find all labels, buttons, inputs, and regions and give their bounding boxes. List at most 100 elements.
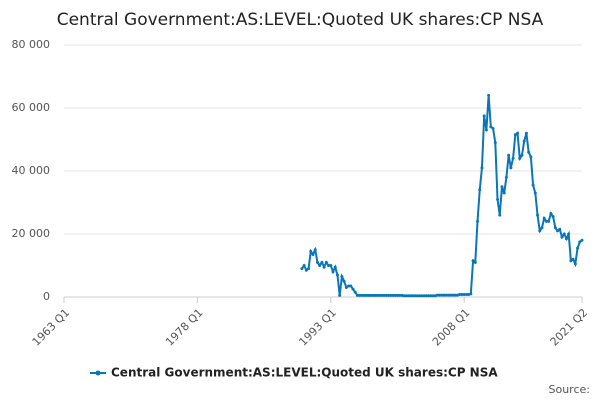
data-point [351, 287, 355, 291]
data-point [489, 125, 493, 129]
data-point [518, 156, 522, 160]
data-point [400, 293, 404, 297]
data-point [524, 131, 528, 135]
data-point [453, 293, 457, 297]
data-point [549, 212, 553, 216]
data-point [536, 213, 540, 217]
data-point [402, 294, 406, 298]
data-point [418, 294, 422, 298]
data-point [551, 215, 555, 219]
x-tick-label: 2021 Q2 [548, 306, 591, 349]
data-point [440, 293, 444, 297]
data-point [344, 286, 348, 290]
data-point [451, 293, 455, 297]
data-point [496, 197, 500, 201]
data-point [364, 293, 368, 297]
data-point [542, 216, 546, 220]
data-point [460, 292, 464, 296]
data-point [509, 166, 513, 170]
y-tick-label: 60 000 [12, 101, 51, 114]
data-point [438, 293, 442, 297]
legend-marker [95, 370, 101, 376]
data-point [476, 219, 480, 223]
data-point [504, 175, 508, 179]
data-point [367, 293, 371, 297]
source: Source: [549, 383, 591, 396]
data-point [449, 293, 453, 297]
data-point [531, 183, 535, 187]
data-point [511, 156, 515, 160]
data-point [502, 191, 506, 195]
data-point [391, 293, 395, 297]
data-point [380, 293, 384, 297]
chart-title: Central Government:AS:LEVEL:Quoted UK sh… [57, 10, 544, 30]
data-point [516, 131, 520, 135]
data-point [415, 294, 419, 298]
data-point [547, 219, 551, 223]
data-point [300, 267, 304, 271]
data-point [573, 262, 577, 266]
data-point [382, 293, 386, 297]
data-point [413, 294, 417, 298]
data-point [318, 264, 322, 267]
data-point [567, 232, 571, 236]
data-point [533, 191, 537, 195]
data-point [513, 133, 517, 137]
data-point [395, 293, 399, 297]
data-point [360, 293, 364, 297]
data-point [389, 293, 393, 297]
data-point [347, 284, 351, 288]
data-point [444, 293, 448, 297]
data-point [393, 293, 397, 297]
data-point [522, 139, 526, 143]
y-tick-label: 80 000 [12, 38, 51, 51]
data-point [553, 226, 557, 230]
data-point [487, 93, 491, 97]
y-tick-label: 40 000 [12, 164, 51, 177]
data-point [315, 260, 319, 264]
data-point [411, 294, 415, 298]
data-point [313, 248, 317, 252]
data-point [327, 264, 331, 267]
data-point [311, 252, 315, 256]
data-point [491, 126, 495, 130]
data-point [422, 294, 426, 298]
data-point [556, 229, 560, 233]
data-point [538, 229, 542, 233]
data-point [480, 166, 484, 170]
data-point [564, 237, 568, 241]
data-point [458, 292, 462, 296]
data-point [578, 240, 582, 244]
data-point [322, 265, 326, 269]
data-point [431, 294, 435, 298]
data-point [478, 188, 482, 192]
data-point [429, 294, 433, 298]
data-point [507, 153, 511, 157]
data-point [520, 153, 524, 157]
data-point [580, 238, 584, 242]
data-point [498, 213, 502, 217]
data-point [493, 141, 497, 145]
data-point [307, 267, 311, 271]
data-point [571, 257, 575, 261]
x-tick-label: 1963 Q1 [30, 306, 73, 349]
data-point [560, 235, 564, 239]
data-point [407, 294, 411, 298]
data-point [427, 294, 431, 298]
data-point [544, 219, 548, 223]
data-point [342, 279, 346, 283]
data-point [355, 293, 359, 297]
data-point [375, 293, 379, 297]
data-point [362, 293, 366, 297]
data-point [398, 293, 402, 297]
data-point [302, 264, 306, 267]
data-point [500, 185, 504, 189]
data-point [462, 292, 466, 296]
data-point [404, 294, 408, 298]
data-point [447, 293, 451, 297]
data-point [304, 268, 308, 272]
data-point [384, 293, 388, 297]
data-point [442, 293, 446, 297]
y-tick-label: 20 000 [12, 227, 51, 240]
data-point [371, 293, 375, 297]
